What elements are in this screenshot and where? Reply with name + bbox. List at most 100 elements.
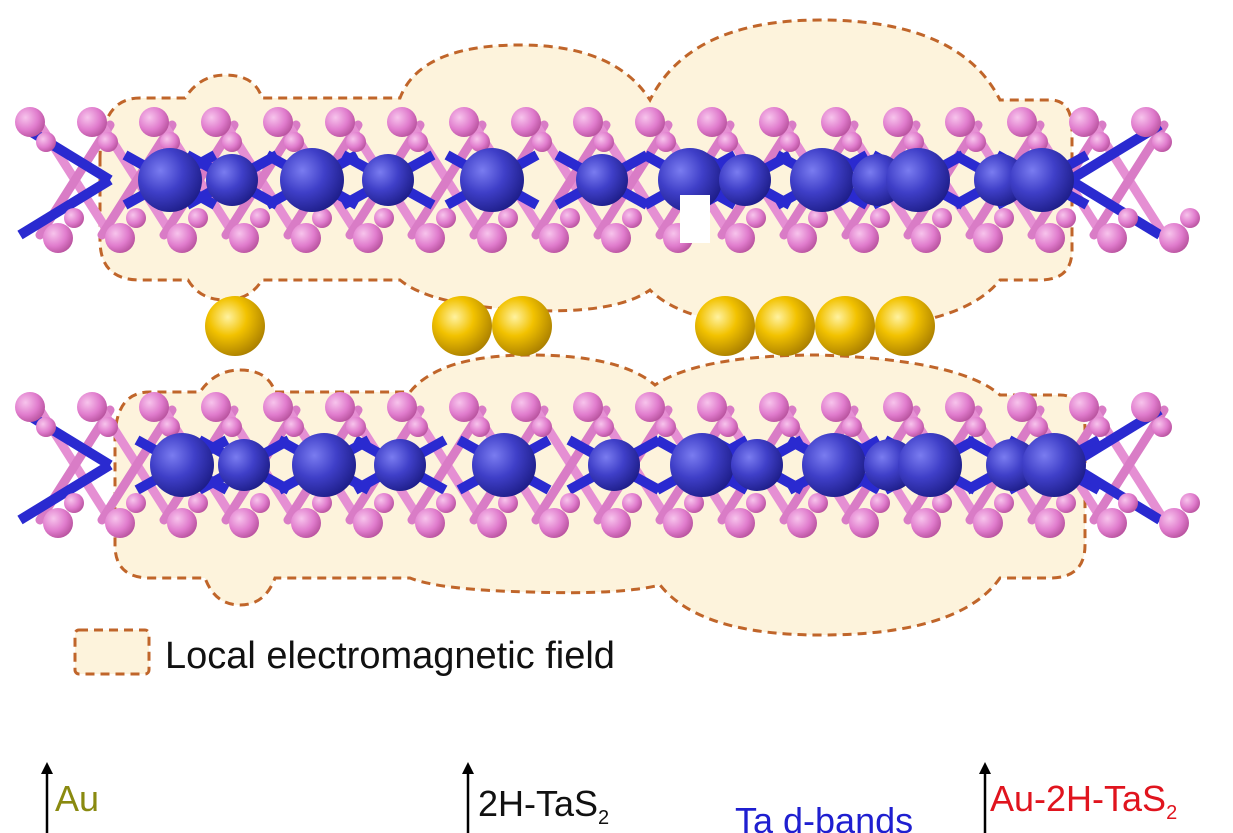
sulfur-atom [387,392,417,422]
sulfur-atom [436,493,456,513]
sulfur-atom [291,508,321,538]
sulfur-atom [932,208,952,228]
gold-atom [492,296,552,356]
legend-swatch [75,630,149,674]
sulfur-atom [449,392,479,422]
sulfur-atom [780,417,800,437]
sulfur-atom [532,132,552,152]
diagram: Local electromagnetic field Au 2H-TaS2 T… [0,0,1233,833]
sulfur-atom [1007,107,1037,137]
sulfur-atom [1152,132,1172,152]
tantalum-atom [802,433,866,497]
tantalum-atom [280,148,344,212]
tantalum-atom [670,433,734,497]
sulfur-atom [98,417,118,437]
sulfur-atom [263,107,293,137]
sulfur-atom [656,132,676,152]
tantalum-atom [731,439,783,491]
sulfur-atom [353,508,383,538]
sulfur-atom [780,132,800,152]
sulfur-atom [229,508,259,538]
sulfur-atom [1118,493,1138,513]
sulfur-atom [325,392,355,422]
sulfur-atom [449,107,479,137]
sulfur-atom [15,107,45,137]
sulfur-atom [167,508,197,538]
tantalum-atom [472,433,536,497]
sulfur-atom [1028,417,1048,437]
sulfur-atom [821,392,851,422]
sulfur-atom [64,208,84,228]
sulfur-atom [436,208,456,228]
sulfur-atom [622,493,642,513]
sulfur-atom [201,107,231,137]
tantalum-atom [374,439,426,491]
sulfur-atom [635,392,665,422]
sulfur-atom [250,493,270,513]
sulfur-atom [139,107,169,137]
sulfur-atom [622,208,642,228]
sulfur-atom [1159,508,1189,538]
sulfur-atom [201,392,231,422]
sulfur-atom [1131,392,1161,422]
sulfur-atom [787,223,817,253]
sulfur-atom [539,508,569,538]
sulfur-atom [167,223,197,253]
sulfur-atom [994,493,1014,513]
sulfur-atom [1118,208,1138,228]
gold-atom [755,296,815,356]
sulfur-atom [1007,392,1037,422]
sulfur-atom [994,208,1014,228]
tantalum-atom [460,148,524,212]
sulfur-atom [470,417,490,437]
sulfur-atom [945,107,975,137]
sulfur-atom [911,223,941,253]
sulfur-atom [229,223,259,253]
sulfur-atom [883,392,913,422]
tantalum-atom [218,439,270,491]
legend-label: Local electromagnetic field [165,635,615,677]
sulfur-atom [36,417,56,437]
sulfur-atom [222,132,242,152]
panel-label-sub: 2 [598,807,609,829]
sulfur-atom [808,493,828,513]
sulfur-atom [1131,107,1161,137]
sulfur-atom [1069,107,1099,137]
tantalum-atom [292,433,356,497]
sulfur-atom [126,493,146,513]
sulfur-atom [697,107,727,137]
sulfur-atom [842,132,862,152]
sulfur-atom [663,508,693,538]
sulfur-atom [1097,223,1127,253]
sulfur-atom [1069,392,1099,422]
sulfur-atom [601,508,631,538]
sulfur-atom [126,208,146,228]
sulfur-atom [1097,508,1127,538]
sulfur-atom [842,417,862,437]
sulfur-atom [139,392,169,422]
sulfur-atom [849,508,879,538]
sulfur-atom [911,508,941,538]
sulfur-atom [973,508,1003,538]
sulfur-atom [477,508,507,538]
sulfur-atom [325,107,355,137]
sulfur-atom [222,417,242,437]
sulfur-atom [725,508,755,538]
sulfur-atom [1056,208,1076,228]
tantalum-atom [886,148,950,212]
annotation: Ta d-bands [735,800,913,833]
sulfur-atom [188,493,208,513]
sulfur-atom [601,223,631,253]
sulfur-atom [656,417,676,437]
sulfur-atom [573,107,603,137]
sulfur-atom [346,132,366,152]
sulfur-atom [725,223,755,253]
tantalum-atom [719,154,771,206]
sulfur-atom [43,223,73,253]
sulfur-atom [697,392,727,422]
tantalum-atom [898,433,962,497]
sulfur-atom [387,107,417,137]
sulfur-atom [353,223,383,253]
sulfur-atom [291,223,321,253]
sulfur-atom [511,107,541,137]
